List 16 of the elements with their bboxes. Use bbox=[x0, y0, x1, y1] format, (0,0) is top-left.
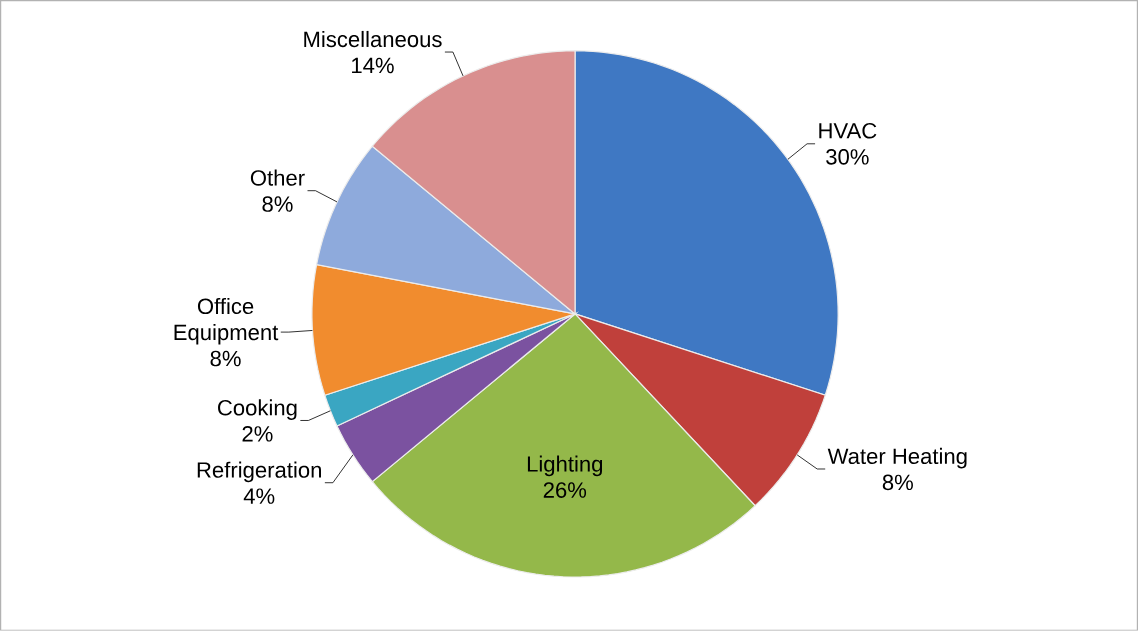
slice-label: Office Equipment bbox=[174, 297, 279, 345]
data-label: 14% bbox=[352, 57, 394, 74]
data-label: 8% bbox=[262, 196, 293, 212]
data-label: 8% bbox=[882, 474, 913, 491]
slice-label: Other bbox=[250, 169, 305, 186]
data-label: 26% bbox=[543, 482, 587, 498]
data-label: 4% bbox=[243, 488, 275, 504]
slice-label: Refrigeration bbox=[197, 461, 321, 483]
data-label: 2% bbox=[242, 426, 273, 442]
data-label: 8% bbox=[210, 350, 241, 367]
slice-label: Cooking bbox=[218, 399, 297, 420]
slice-label: HVAC bbox=[819, 123, 877, 139]
slice-label: Miscellaneous bbox=[304, 30, 442, 48]
data-label: 30% bbox=[826, 149, 869, 165]
slice-label: Lighting bbox=[527, 455, 603, 477]
slice-label: Water Heating bbox=[827, 447, 967, 469]
